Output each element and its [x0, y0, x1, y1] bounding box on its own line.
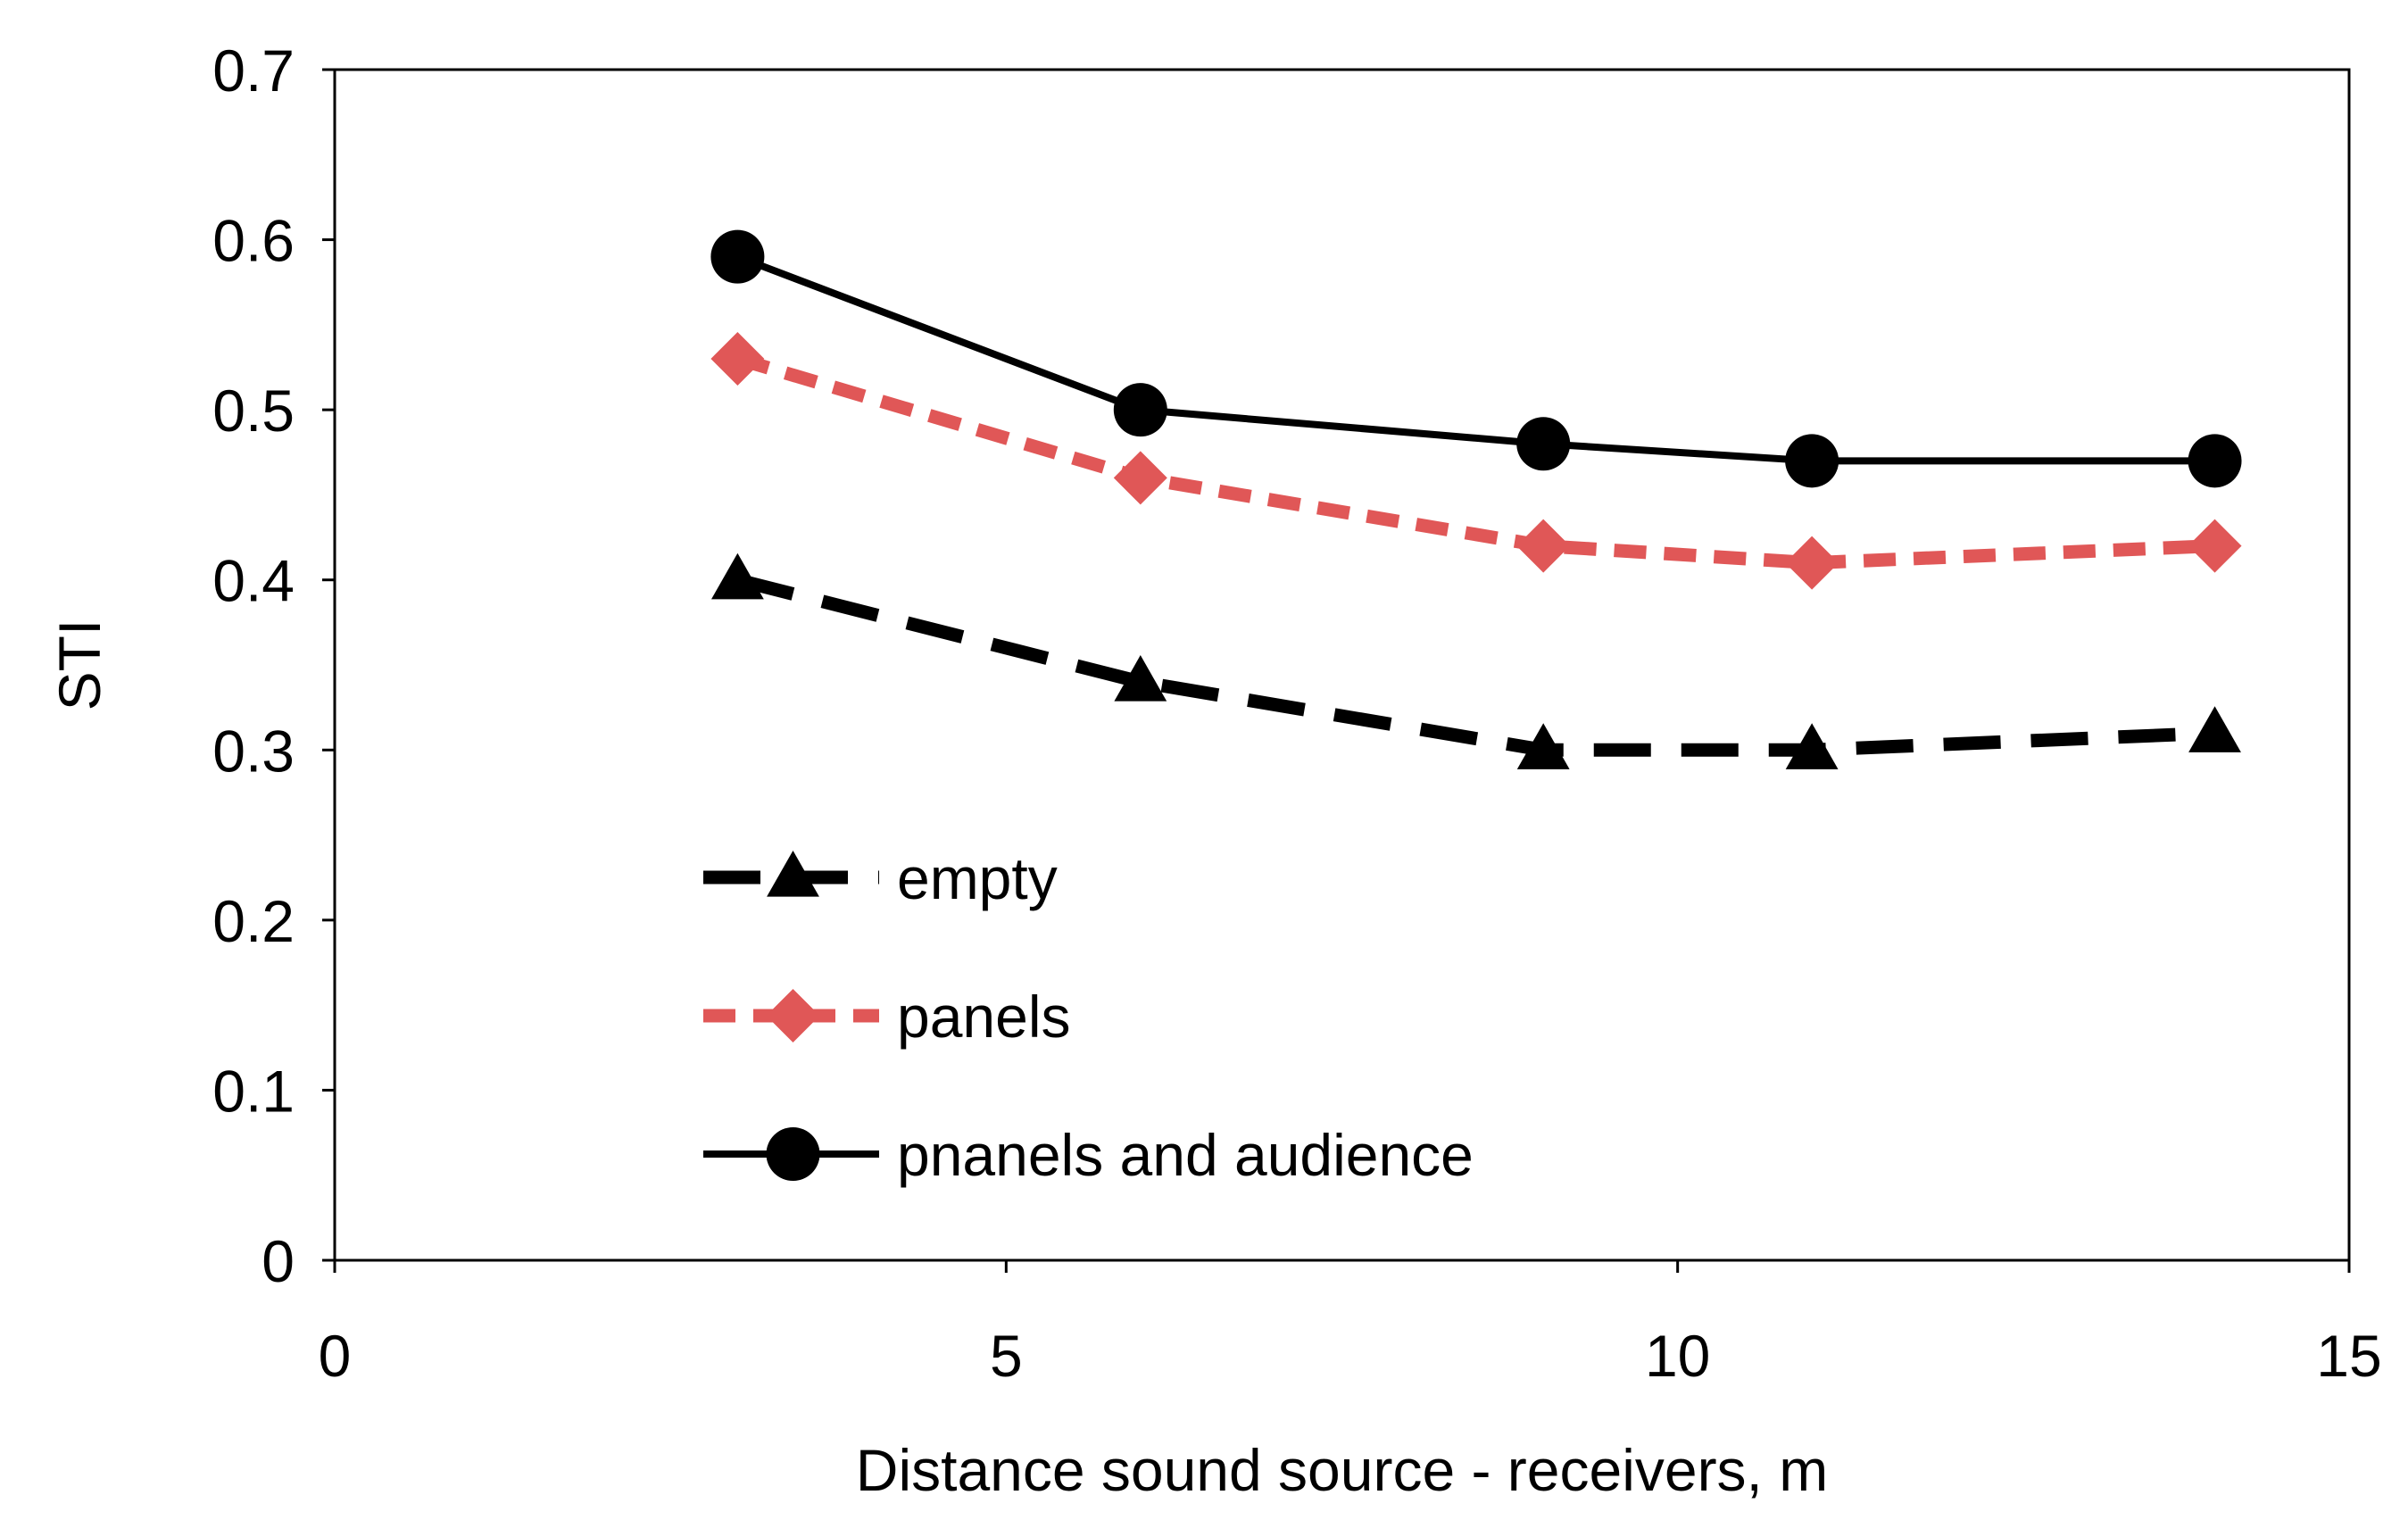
y-axis-ticks: 0 0.1 0.2 0.3 0.4 0.5 0.6 0.7 [212, 37, 335, 1294]
series-1 [711, 552, 2241, 769]
data-point-diamond [710, 331, 765, 386]
legend-marker-diamond [766, 989, 820, 1042]
y-tick-label: 0.7 [212, 37, 295, 104]
data-point-diamond [1785, 536, 1839, 590]
data-point-circle [710, 229, 765, 284]
data-point-circle [1113, 383, 1167, 437]
y-tick-label: 0.4 [212, 548, 295, 614]
x-tick-label: 0 [319, 1323, 352, 1389]
legend-label: empty [897, 845, 1058, 911]
x-tick-label: 10 [1645, 1323, 1710, 1389]
y-tick-label: 0.6 [212, 208, 295, 274]
x-axis-ticks: 0 5 10 15 [319, 1260, 2382, 1389]
data-point-triangle [1516, 723, 1570, 769]
legend-marker-triangle [767, 851, 819, 897]
data-point-diamond [1113, 451, 1167, 505]
series-3 [710, 229, 2242, 488]
data-point-circle [2188, 434, 2242, 488]
data-point-diamond [1516, 519, 1571, 573]
series-line [735, 573, 2215, 757]
legend-label: pnanels and audience [897, 1122, 1474, 1188]
x-tick-label: 5 [990, 1323, 1023, 1389]
legend-entry: pnanels and audience [703, 1122, 1474, 1188]
series-layer [710, 229, 2242, 769]
y-tick-label: 0.3 [212, 718, 295, 784]
series-2 [710, 331, 2242, 590]
y-tick-label: 0.5 [212, 378, 295, 444]
legend: empty panels pnanels and audience [703, 845, 1474, 1188]
x-tick-label: 15 [2316, 1323, 2381, 1389]
data-point-triangle [1785, 723, 1839, 769]
data-point-diamond [2188, 519, 2242, 573]
data-point-triangle [2188, 706, 2241, 752]
data-point-triangle [711, 552, 764, 600]
legend-marker-circle [766, 1127, 820, 1181]
plot-area-frame [333, 68, 2351, 1262]
y-tick-label: 0.1 [212, 1058, 295, 1124]
y-tick-label: 0 [262, 1228, 295, 1294]
y-tick-label: 0.2 [212, 888, 295, 954]
series-line [735, 253, 2215, 465]
x-axis-label: Distance sound source - receivers, m [856, 1437, 1828, 1503]
legend-entry: empty [703, 845, 1058, 911]
y-axis-label: STI [46, 619, 112, 711]
data-point-circle [1785, 434, 1839, 488]
legend-label: panels [897, 984, 1071, 1050]
data-point-circle [1516, 417, 1571, 471]
legend-entry: panels [703, 984, 1071, 1050]
data-point-triangle [1114, 655, 1167, 702]
